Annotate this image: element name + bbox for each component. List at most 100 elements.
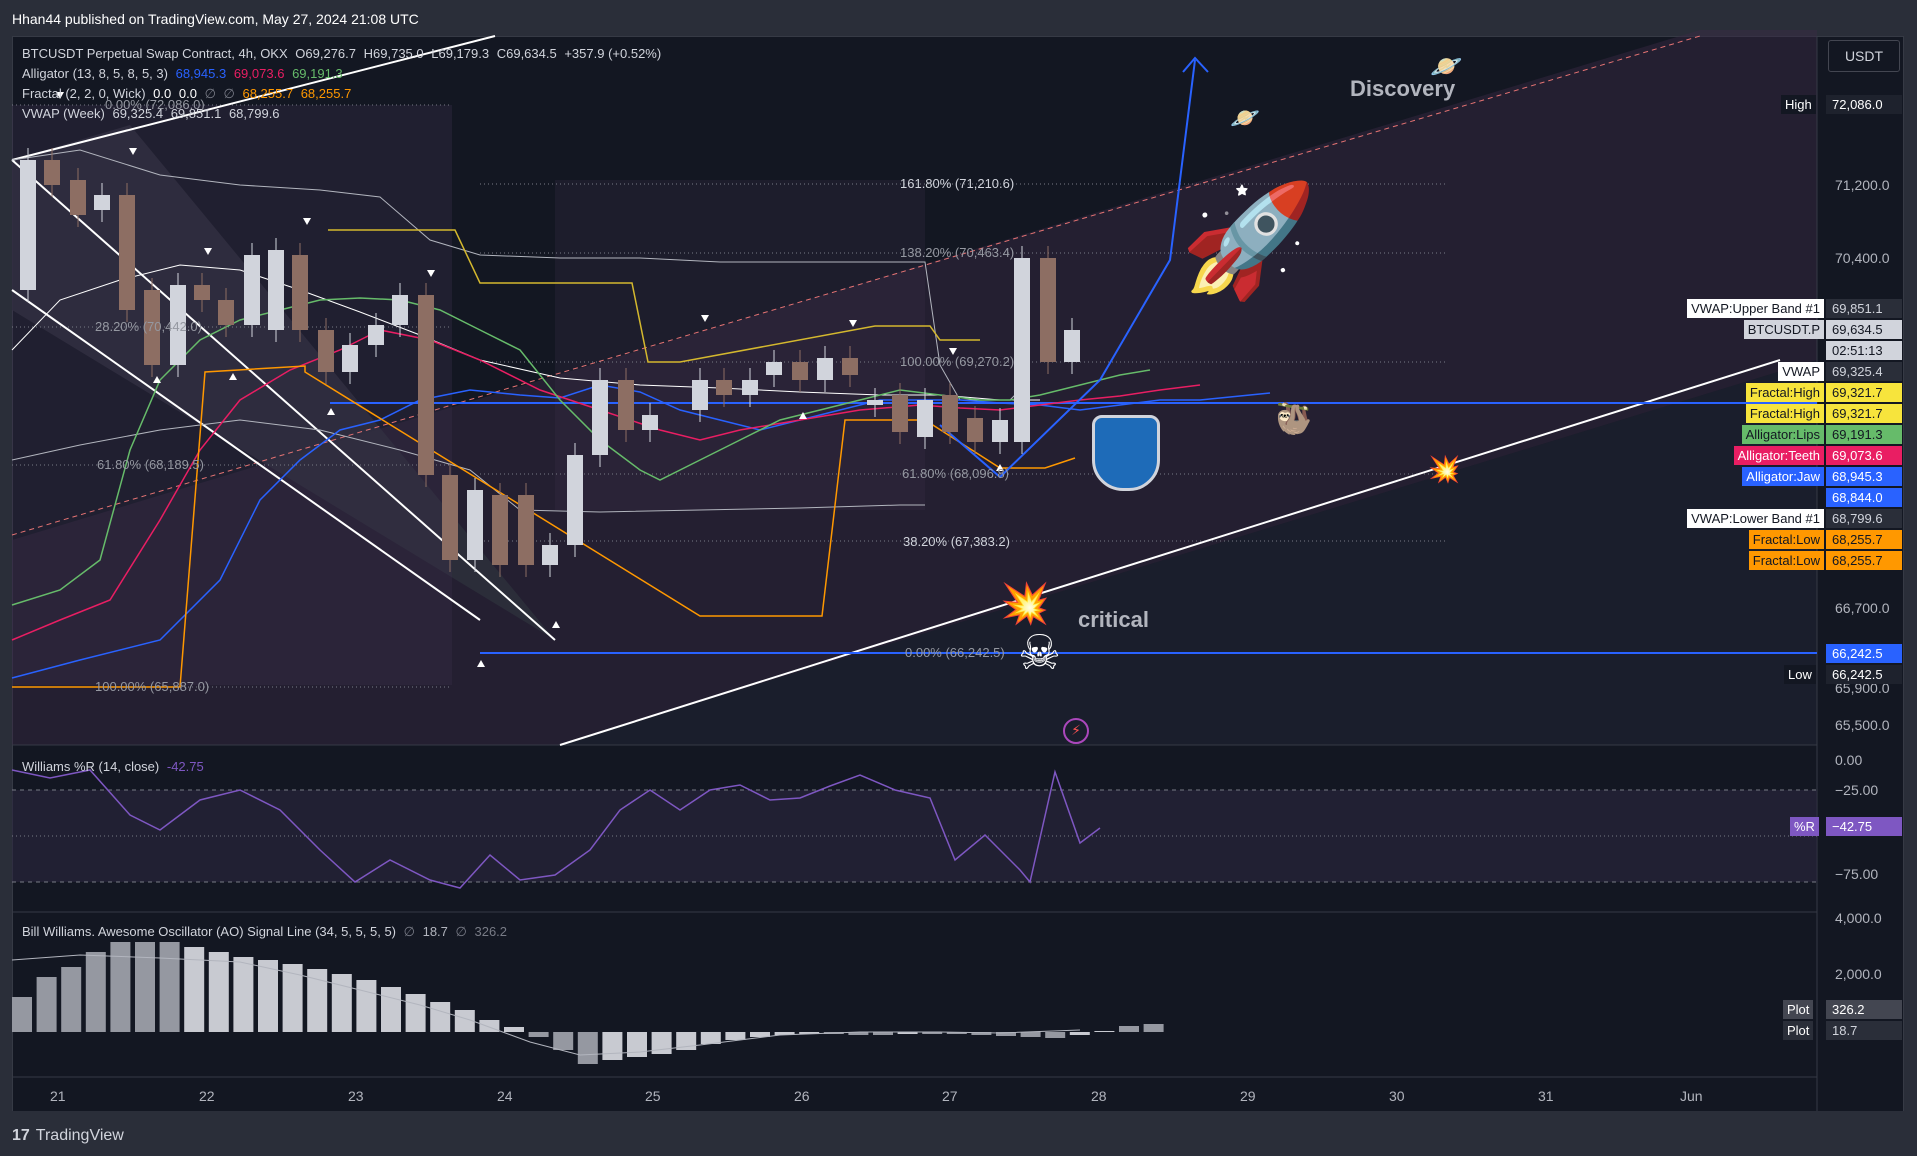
candle-body xyxy=(642,415,658,430)
indicator-tag-label: Fractal:Low xyxy=(1748,551,1824,570)
ao-bar xyxy=(676,1032,697,1050)
candle-body xyxy=(144,290,160,365)
candle-body xyxy=(1014,258,1030,442)
fractal-low-line xyxy=(12,365,1076,688)
ao-bar xyxy=(61,967,82,1032)
x-tick: 24 xyxy=(497,1088,513,1104)
fractal-down-marker xyxy=(204,248,212,255)
ohlc-low: L69,179.3 xyxy=(431,46,490,61)
publish-bar: Hhan44 published on TradingView.com, May… xyxy=(0,0,1917,36)
candle-body xyxy=(418,295,434,475)
indicator-tag-value: 69,321.7 xyxy=(1826,404,1902,423)
candle-body xyxy=(716,380,732,395)
ao-bar xyxy=(110,942,131,1032)
discovery-annotation[interactable]: Discovery xyxy=(1350,76,1456,101)
ao-tick: 4,000.0 xyxy=(1835,910,1882,926)
low-label: Low xyxy=(1784,665,1816,684)
ao-tag-2: Plot xyxy=(1783,1021,1814,1040)
wr-tick: −75.00 xyxy=(1835,866,1879,882)
indicator-tag-label: VWAP:Lower Band #1 xyxy=(1687,509,1824,528)
fractal-down-marker xyxy=(427,270,435,277)
ao-value-3: ∅ xyxy=(455,924,467,939)
candle-body xyxy=(1064,330,1080,362)
vwap-lower-value: 68,799.6 xyxy=(228,106,280,121)
ao-legend[interactable]: Bill Williams. Awesome Oscillator (AO) S… xyxy=(22,924,511,940)
candle-body xyxy=(492,495,508,565)
candle-body xyxy=(692,380,708,410)
indicator-tag-value: 69,851.1 xyxy=(1826,299,1902,318)
fractal-value-6: 68,255.7 xyxy=(300,86,352,101)
indicator-tag-value: 68,945.3 xyxy=(1826,467,1902,486)
descending-channel-fill xyxy=(12,125,555,640)
fractal-down-marker xyxy=(303,218,311,225)
indicator-tag-label: Alligator:Lips xyxy=(1741,425,1824,444)
williams-legend[interactable]: Williams %R (14, close) -42.75 xyxy=(22,759,208,774)
indicator-tag-value: 69,634.5 xyxy=(1826,320,1902,339)
vwap-legend[interactable]: VWAP (Week) 69,325.4 69,851.1 68,799.6 xyxy=(22,106,284,121)
high-label: High xyxy=(1781,95,1816,114)
indicator-tag-value: 69,325.4 xyxy=(1826,362,1902,381)
williams-value: -42.75 xyxy=(166,759,204,774)
candle-body xyxy=(70,180,86,215)
fib-label-2: 61.80% (68,189.5) xyxy=(97,457,204,472)
alligator-jaw-value: 68,945.3 xyxy=(175,66,227,81)
price-tick: 65,500.0 xyxy=(1835,717,1890,733)
indicator-tag-label: VWAP xyxy=(1778,362,1824,381)
lightning-icon[interactable]: ⚡ xyxy=(1063,718,1089,744)
ao-value-4: 326.2 xyxy=(474,924,508,939)
fractal-down-marker xyxy=(56,92,64,99)
ao-bar xyxy=(1143,1024,1164,1032)
ohlc-change: +357.9 (+0.52%) xyxy=(564,46,662,61)
planet-icon: 🪐 xyxy=(1430,52,1463,82)
ao-bar xyxy=(1045,1032,1066,1038)
alligator-legend[interactable]: Alligator (13, 8, 5, 8, 5, 3) 68,945.3 6… xyxy=(22,66,347,81)
tradingview-logo[interactable]: 17 TradingView xyxy=(12,1127,124,1145)
candle-body xyxy=(218,300,234,325)
fractal-value-2: 0.0 xyxy=(178,86,197,101)
ao-value-2: 18.7 xyxy=(422,924,448,939)
price-tick: 66,700.0 xyxy=(1835,600,1890,616)
candle-body xyxy=(742,380,758,395)
alligator-teeth-value: 69,073.6 xyxy=(233,66,285,81)
blue-low-value: 66,242.5 xyxy=(1826,644,1902,663)
fib-label-4: 161.80% (71,210.6) xyxy=(900,176,1015,191)
indicator-tag-value: 02:51:13 xyxy=(1826,341,1902,360)
ao-bar xyxy=(848,1032,869,1035)
candle-body xyxy=(368,325,384,345)
fractal-up-marker xyxy=(477,660,485,667)
vwap-value: 69,325.4 xyxy=(112,106,164,121)
indicator-tag-value: 69,073.6 xyxy=(1826,446,1902,465)
fractal-legend[interactable]: Fractal (2, 2, 0, Wick) 0.0 0.0 ∅ ∅ 68,2… xyxy=(22,86,355,102)
fib-label-8: 38.20% (67,383.2) xyxy=(903,534,1010,549)
candle-body xyxy=(817,358,833,380)
publish-info: Hhan44 published on TradingView.com, May… xyxy=(12,11,419,27)
candle-body xyxy=(442,475,458,560)
candle-body xyxy=(842,358,858,375)
candle-body xyxy=(244,255,260,325)
candle-body xyxy=(268,250,284,330)
fib-label-9: 0.00% (66,242.5) xyxy=(905,645,1005,660)
ao-bar xyxy=(430,1002,451,1032)
x-tick: 23 xyxy=(348,1088,364,1104)
indicator-tag-value: 68,844.0 xyxy=(1826,488,1902,507)
candle-body xyxy=(942,395,958,432)
low-value: 66,242.5 xyxy=(1826,665,1902,684)
indicator-tag-label: Alligator:Teeth xyxy=(1733,446,1824,465)
ao-bar xyxy=(12,997,32,1032)
high-value: 72,086.0 xyxy=(1826,95,1902,114)
currency-button[interactable]: USDT xyxy=(1828,40,1900,72)
vwap-label: VWAP (Week) xyxy=(22,106,105,121)
planet-icon-small: 🪐 xyxy=(1230,104,1260,132)
x-tick: 22 xyxy=(199,1088,215,1104)
ao-bar xyxy=(996,1032,1016,1036)
candle-body xyxy=(194,285,210,300)
critical-annotation[interactable]: critical xyxy=(1078,607,1149,632)
alligator-lips-value: 69,191.3 xyxy=(292,66,343,81)
ao-signal-line xyxy=(11,954,1081,1056)
ao-tag-2-value: 18.7 xyxy=(1826,1021,1902,1040)
candle-body xyxy=(992,420,1008,442)
x-tick: 30 xyxy=(1389,1088,1405,1104)
ao-label: Bill Williams. Awesome Oscillator (AO) S… xyxy=(22,924,397,939)
symbol-legend[interactable]: BTCUSDT Perpetual Swap Contract, 4h, OKX… xyxy=(22,46,665,61)
